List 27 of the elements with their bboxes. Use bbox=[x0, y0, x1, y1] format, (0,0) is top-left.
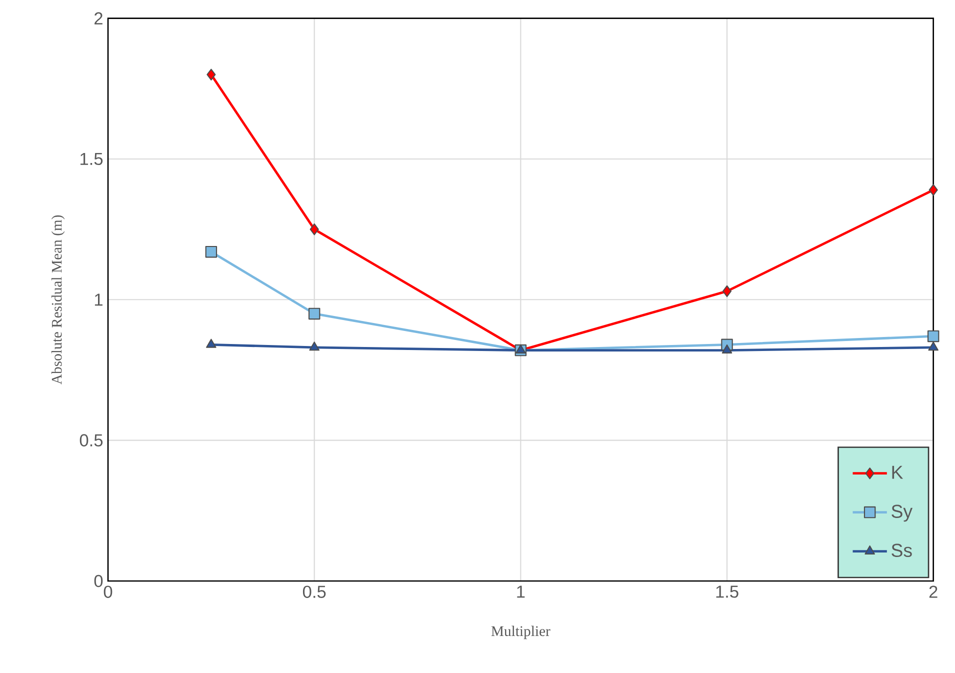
x-tick-label: 0.5 bbox=[302, 586, 326, 598]
point bbox=[309, 342, 320, 351]
y-tick-label: 2 bbox=[94, 12, 102, 24]
legend-label: K bbox=[892, 466, 904, 479]
point bbox=[308, 308, 320, 320]
x-tick-label: 2 bbox=[929, 586, 938, 598]
y-tick-label: 1.5 bbox=[80, 152, 103, 166]
point bbox=[928, 342, 938, 351]
x-tick-label: 1.5 bbox=[716, 586, 738, 598]
x-tick-label: 0 bbox=[104, 586, 112, 598]
legend-label: Sy bbox=[892, 504, 913, 522]
point bbox=[205, 246, 218, 258]
point bbox=[722, 285, 732, 298]
point bbox=[310, 223, 319, 236]
point bbox=[927, 330, 940, 342]
y-axis-title: Absolute Residual Mean (m) bbox=[51, 215, 65, 384]
y-tick-label: 0.5 bbox=[80, 434, 103, 446]
y-tick-label: 1 bbox=[94, 294, 102, 306]
x-tick-label: 1 bbox=[517, 586, 525, 598]
point bbox=[206, 68, 216, 80]
x-axis-title: Multiplier bbox=[491, 626, 550, 640]
point bbox=[516, 344, 526, 354]
point bbox=[928, 184, 938, 196]
point bbox=[722, 344, 732, 354]
legend-label: Ss bbox=[892, 544, 912, 558]
y-tick-label: 0 bbox=[94, 574, 103, 588]
point bbox=[206, 338, 216, 348]
